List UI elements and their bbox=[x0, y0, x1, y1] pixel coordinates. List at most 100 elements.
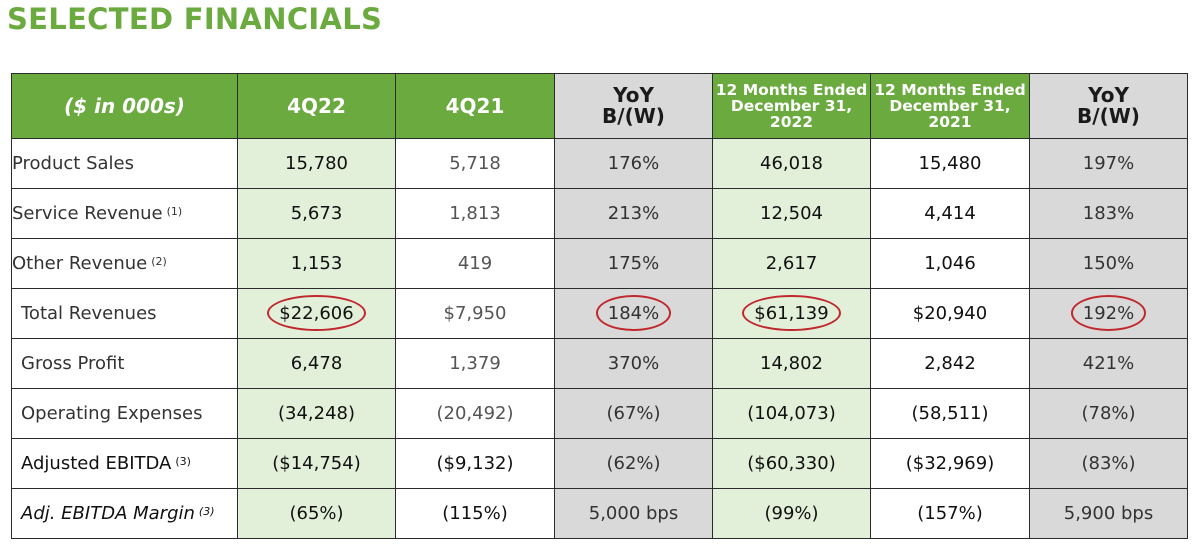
cell-yoy-quarter: 184% bbox=[554, 288, 713, 339]
header-fy2021: 12 Months Ended December 31, 2021 bbox=[870, 73, 1030, 139]
footnote-marker: (1) bbox=[166, 205, 183, 218]
row-label-text: Adjusted EBITDA bbox=[21, 453, 172, 474]
cell-4q21: (20,492) bbox=[395, 388, 555, 439]
header-row: ($ in 000s) 4Q22 4Q21 YoY B/(W) 12 Month… bbox=[11, 73, 1188, 139]
highlight-circle: $61,139 bbox=[742, 295, 842, 331]
cell-4q21: (115%) bbox=[395, 488, 555, 539]
highlight-circle: $22,606 bbox=[267, 295, 367, 331]
cell-4q21: 1,379 bbox=[395, 338, 555, 389]
cell-fy2022: 14,802 bbox=[712, 338, 871, 389]
cell-yoy-annual: 192% bbox=[1029, 288, 1188, 339]
table-row: Other Revenue (2) 1,153 419 175% 2,617 1,… bbox=[11, 238, 1188, 289]
financials-table: ($ in 000s) 4Q22 4Q21 YoY B/(W) 12 Month… bbox=[11, 73, 1188, 539]
header-line: B/(W) bbox=[602, 104, 665, 128]
cell-4q22: (65%) bbox=[237, 488, 396, 539]
cell-yoy-annual: 150% bbox=[1029, 238, 1188, 289]
row-label: Total Revenues bbox=[11, 288, 238, 339]
row-label: Operating Expenses bbox=[11, 388, 238, 439]
cell-fy2022: (104,073) bbox=[712, 388, 871, 439]
header-4q21: 4Q21 bbox=[395, 73, 555, 139]
cell-yoy-quarter: (67%) bbox=[554, 388, 713, 439]
row-label-text: Service Revenue bbox=[12, 203, 163, 224]
cell-fy2022: $61,139 bbox=[712, 288, 871, 339]
header-yoy-annual: YoY B/(W) bbox=[1029, 73, 1188, 139]
cell-4q21: ($9,132) bbox=[395, 438, 555, 489]
cell-4q21: 5,718 bbox=[395, 138, 555, 189]
cell-fy2022: 12,504 bbox=[712, 188, 871, 239]
cell-yoy-quarter: 370% bbox=[554, 338, 713, 389]
header-yoy-quarter: YoY B/(W) bbox=[554, 73, 713, 139]
cell-fy2021: 15,480 bbox=[870, 138, 1030, 189]
cell-yoy-quarter: 176% bbox=[554, 138, 713, 189]
footnote-marker: (2) bbox=[151, 255, 167, 268]
table-row: Product Sales 15,780 5,718 176% 46,018 1… bbox=[11, 138, 1188, 189]
cell-yoy-annual: (78%) bbox=[1029, 388, 1188, 439]
header-fy2022: 12 Months Ended December 31, 2022 bbox=[712, 73, 871, 139]
cell-fy2021: (58,511) bbox=[870, 388, 1030, 439]
cell-fy2021: 1,046 bbox=[870, 238, 1030, 289]
row-label-text: Other Revenue bbox=[12, 253, 148, 274]
row-label-text: Adj. EBITDA Margin bbox=[21, 503, 195, 524]
cell-4q22: 5,673 bbox=[237, 188, 396, 239]
header-line: 12 Months Ended bbox=[874, 81, 1026, 99]
cell-4q21: $7,950 bbox=[395, 288, 555, 339]
header-line: 2022 bbox=[769, 113, 814, 131]
row-label-text: Total Revenues bbox=[21, 303, 157, 324]
cell-yoy-annual: (83%) bbox=[1029, 438, 1188, 489]
cell-fy2022: ($60,330) bbox=[712, 438, 871, 489]
cell-4q22: 1,153 bbox=[237, 238, 396, 289]
table-row: Adjusted EBITDA (3) ($14,754) ($9,132) (6… bbox=[11, 438, 1188, 489]
cell-4q21: 1,813 bbox=[395, 188, 555, 239]
cell-4q22: 15,780 bbox=[237, 138, 396, 189]
cell-4q21: 419 bbox=[395, 238, 555, 289]
cell-fy2022: (99%) bbox=[712, 488, 871, 539]
header-4q22: 4Q22 bbox=[237, 73, 396, 139]
header-line: YoY bbox=[613, 83, 654, 107]
row-label-text: Gross Profit bbox=[21, 353, 125, 374]
row-label: Service Revenue (1) bbox=[11, 188, 238, 239]
row-label: Adjusted EBITDA (3) bbox=[11, 438, 238, 489]
cell-yoy-annual: 183% bbox=[1029, 188, 1188, 239]
cell-fy2022: 2,617 bbox=[712, 238, 871, 289]
row-label: Gross Profit bbox=[11, 338, 238, 389]
cell-yoy-quarter: 213% bbox=[554, 188, 713, 239]
table-row: Adj. EBITDA Margin (3) (65%) (115%) 5,000… bbox=[11, 488, 1188, 539]
header-line: 12 Months Ended bbox=[715, 81, 868, 99]
cell-4q22: 6,478 bbox=[237, 338, 396, 389]
cell-4q22: (34,248) bbox=[237, 388, 396, 439]
cell-yoy-quarter: 5,000 bps bbox=[554, 488, 713, 539]
cell-fy2021: 2,842 bbox=[870, 338, 1030, 389]
header-units: ($ in 000s) bbox=[11, 73, 238, 139]
footnote-marker: (3) bbox=[198, 505, 215, 518]
cell-yoy-quarter: (62%) bbox=[554, 438, 713, 489]
row-label-text: Operating Expenses bbox=[21, 403, 203, 424]
cell-fy2021: 4,414 bbox=[870, 188, 1030, 239]
row-label: Product Sales bbox=[11, 138, 238, 189]
header-line: December 31, bbox=[730, 97, 853, 115]
cell-fy2021: (157%) bbox=[870, 488, 1030, 539]
header-line: 2021 bbox=[928, 113, 972, 131]
table-row: Operating Expenses (34,248) (20,492) (67… bbox=[11, 388, 1188, 439]
cell-yoy-annual: 5,900 bps bbox=[1029, 488, 1188, 539]
cell-fy2021: ($32,969) bbox=[870, 438, 1030, 489]
page-title: SELECTED FINANCIALS bbox=[7, 2, 383, 36]
header-line: YoY bbox=[1088, 83, 1129, 107]
header-line: December 31, bbox=[889, 97, 1011, 115]
cell-yoy-quarter: 175% bbox=[554, 238, 713, 289]
footnote-marker: (3) bbox=[175, 455, 191, 468]
header-line: B/(W) bbox=[1077, 104, 1140, 128]
highlight-circle: 192% bbox=[1070, 295, 1147, 331]
cell-fy2021: $20,940 bbox=[870, 288, 1030, 339]
highlight-circle: 184% bbox=[595, 295, 672, 331]
cell-4q22: $22,606 bbox=[237, 288, 396, 339]
row-label-text: Product Sales bbox=[12, 153, 134, 174]
cell-4q22: ($14,754) bbox=[237, 438, 396, 489]
row-label: Adj. EBITDA Margin (3) bbox=[11, 488, 238, 539]
cell-fy2022: 46,018 bbox=[712, 138, 871, 189]
table-row: Total Revenues $22,606 $7,950 184% $61,1… bbox=[11, 288, 1188, 339]
cell-yoy-annual: 197% bbox=[1029, 138, 1188, 189]
row-label: Other Revenue (2) bbox=[11, 238, 238, 289]
table-row: Gross Profit 6,478 1,379 370% 14,802 2,8… bbox=[11, 338, 1188, 389]
table-row: Service Revenue (1) 5,673 1,813 213% 12,5… bbox=[11, 188, 1188, 239]
cell-yoy-annual: 421% bbox=[1029, 338, 1188, 389]
